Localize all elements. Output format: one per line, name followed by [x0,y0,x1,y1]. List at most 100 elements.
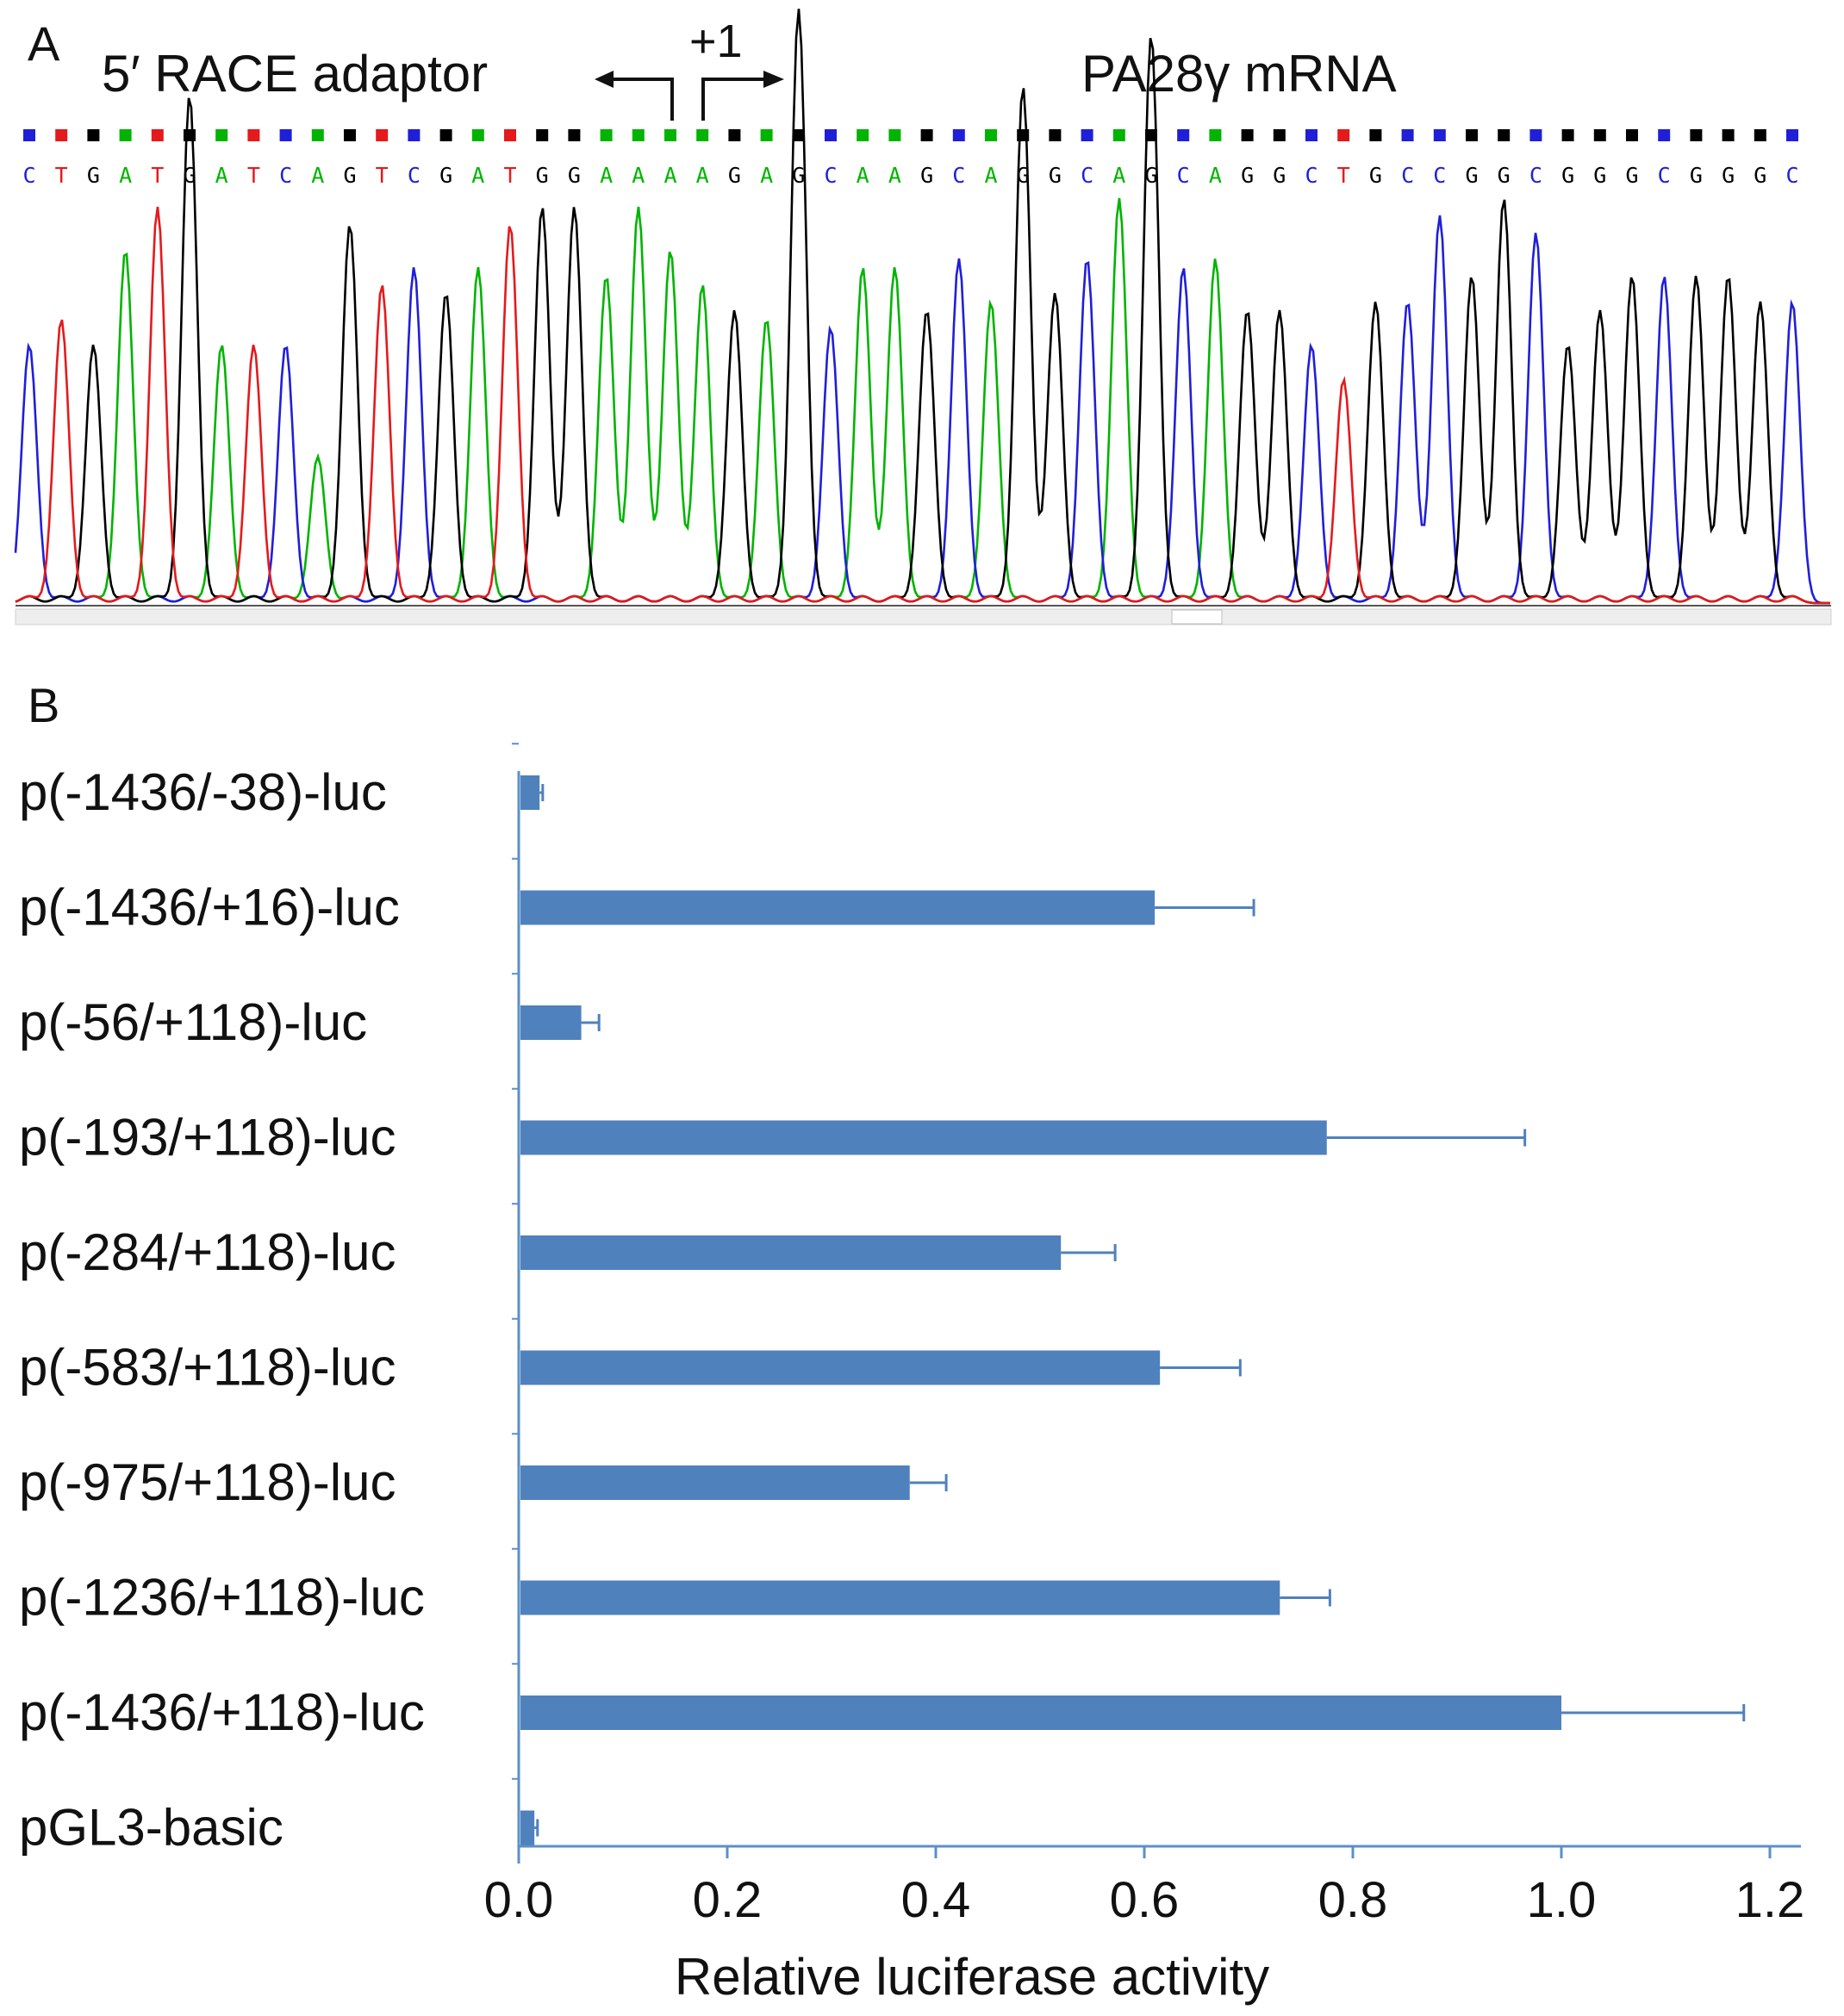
panel-b: B p(-1436/-38)-luc p(-1436/+16)-luc p(-56/… [19,678,1804,2006]
x-axis-title: Relative luciferase activity [675,1948,1269,2006]
base-square [1690,129,1703,141]
base-letter: C [1433,163,1446,188]
x-tick-label: 0.2 [693,1872,763,1928]
base-square [1241,129,1254,141]
category-label: p(-56/+118)-luc [19,993,367,1051]
base-letter: C [1529,163,1542,188]
base-square [1529,129,1542,141]
chromatogram-traces [14,9,1830,605]
base-letter: C [1081,163,1093,188]
bar [520,1235,1062,1270]
panel-b-label: B [28,678,59,732]
base-letter: A [663,163,676,188]
base-letter: G [568,163,581,188]
base-letter: C [952,163,965,188]
category-label: p(-1236/+118)-luc [19,1569,425,1627]
base-letter: G [1561,163,1574,188]
base-letter: A [632,163,645,188]
base-square [1561,129,1574,141]
base-letter: C [1658,163,1671,188]
base-square [215,129,228,141]
base-square [1754,129,1766,141]
base-letter: T [55,163,68,188]
bar [520,1810,535,1845]
base-square [344,129,356,141]
base-letter: A [119,163,132,188]
bar [520,890,1156,925]
base-letter: C [1401,163,1414,188]
base-square [1369,129,1382,141]
base-letter: G [1593,163,1606,188]
base-letter: G [1722,163,1735,188]
base-square [1081,129,1093,141]
mrna-label: PA28γ mRNA [1081,45,1397,103]
base-square [1049,129,1062,141]
base-letter: A [215,163,228,188]
base-letter: G [1498,163,1511,188]
base-letter: G [343,163,356,188]
category-label: p(-193/+118)-luc [19,1109,396,1167]
base-letter: A [760,163,773,188]
category-label: p(-975/+118)-luc [19,1453,396,1511]
base-square [1498,129,1511,141]
base-square [1466,129,1478,141]
base-square [1112,129,1125,141]
base-square [985,129,997,141]
base-square [311,129,324,141]
base-square [920,129,933,141]
base-square [1177,129,1190,141]
base-letter: C [279,163,292,188]
base-letter: T [1337,163,1350,188]
base-square [952,129,965,141]
adaptor-label: 5′ RACE adaptor [102,45,488,103]
chromatogram-scrollbar[interactable] [15,608,1832,625]
base-letter: G [1465,163,1478,188]
base-square [792,129,805,141]
x-tick-label: 1.0 [1527,1872,1597,1928]
bar [520,1005,582,1040]
base-square [151,129,164,141]
base-letter: G [1241,163,1254,188]
chromatogram-scroll-thumb[interactable] [1171,609,1223,625]
base-square [55,129,68,141]
base-square [376,129,389,141]
base-square [664,129,676,141]
base-square [632,129,645,141]
bar [520,1120,1327,1155]
category-label: pGL3-basic [19,1799,283,1857]
x-tick-label: 0.0 [484,1872,554,1928]
adaptor-arrow [595,71,674,121]
base-letter: C [1305,163,1318,188]
base-letter: C [408,163,421,188]
base-square [728,129,741,141]
base-square [1722,129,1735,141]
base-letter: G [1049,163,1062,188]
base-letter: G [1754,163,1766,188]
base-letter: G [1273,163,1286,188]
base-letter: A [471,163,484,188]
x-tick-label: 0.4 [901,1872,971,1928]
base-square [439,129,452,141]
base-square [1145,129,1157,141]
base-square [1305,129,1318,141]
bar [520,775,540,810]
base-letter: A [1209,163,1222,188]
base-letter: C [22,163,35,188]
base-letter: A [311,163,324,188]
base-square [1593,129,1606,141]
base-letter: T [503,163,516,188]
x-tick-label: 0.6 [1110,1872,1180,1928]
base-letter: T [376,163,389,188]
category-label: p(-1436/+118)-luc [19,1683,425,1741]
trace-T [15,206,1830,605]
base-square [760,129,773,141]
x-tick-label: 0.8 [1318,1872,1388,1928]
tss-label: +1 [689,16,743,67]
tss-arrow [701,71,784,121]
base-letter: G [920,163,933,188]
base-square [408,129,421,141]
base-square [536,129,549,141]
base-letter: G [792,163,805,188]
bar [520,1350,1161,1385]
